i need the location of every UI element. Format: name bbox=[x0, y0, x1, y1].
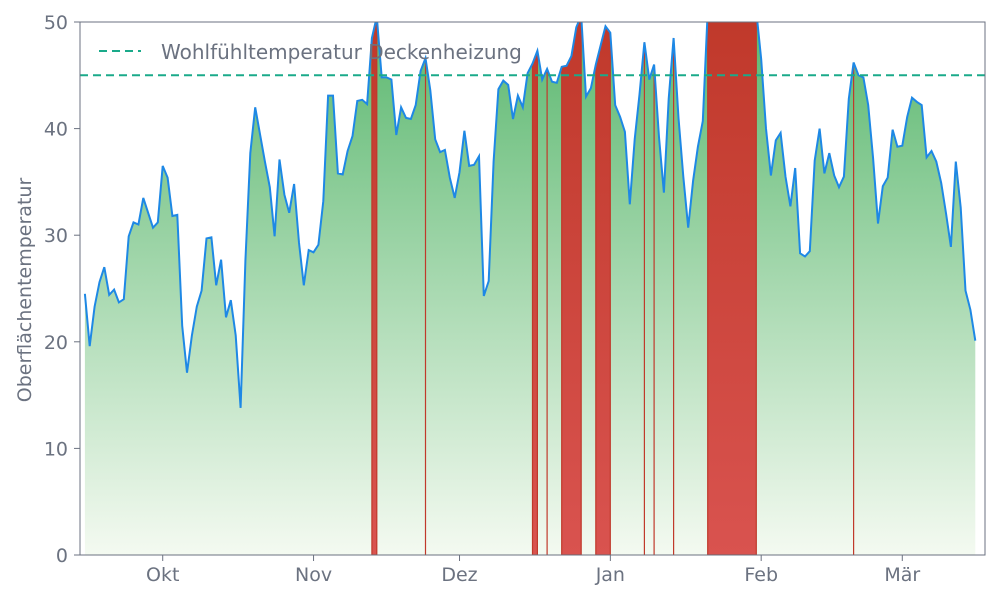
x-tick-label: Okt bbox=[146, 564, 179, 586]
y-tick-label: 10 bbox=[44, 438, 68, 460]
y-tick-label: 30 bbox=[44, 225, 68, 247]
y-tick-label: 50 bbox=[44, 12, 68, 34]
plot-frame bbox=[79, 21, 986, 556]
over-threshold-layer bbox=[371, 22, 855, 555]
x-tick-label: Feb bbox=[744, 564, 778, 586]
y-axis: 0 10 20 30 40 50 bbox=[44, 12, 80, 567]
over-threshold-region bbox=[371, 22, 378, 555]
y-axis-title: Oberflächentemperatur bbox=[14, 178, 36, 403]
y-tick-label: 20 bbox=[44, 332, 68, 354]
over-threshold-region bbox=[595, 24, 611, 555]
y-tick-label: 0 bbox=[56, 545, 68, 567]
over-threshold-region bbox=[707, 22, 757, 555]
x-tick-label: Nov bbox=[295, 564, 332, 586]
over-threshold-region bbox=[531, 50, 538, 555]
over-threshold-region bbox=[561, 22, 582, 555]
legend: Wohlfühltemperatur Deckenheizung bbox=[99, 40, 522, 64]
x-tick-label: Jan bbox=[595, 564, 625, 586]
x-axis: Okt Nov Dez Jan Feb Mär bbox=[146, 555, 920, 586]
temperature-line bbox=[83, 22, 977, 408]
x-tick-label: Dez bbox=[441, 564, 477, 586]
x-tick-label: Mär bbox=[884, 564, 920, 586]
temperature-area-fill bbox=[84, 22, 976, 555]
plot-area bbox=[80, 22, 985, 555]
y-tick-label: 40 bbox=[44, 119, 68, 141]
legend-label-threshold: Wohlfühltemperatur Deckenheizung bbox=[161, 40, 522, 64]
